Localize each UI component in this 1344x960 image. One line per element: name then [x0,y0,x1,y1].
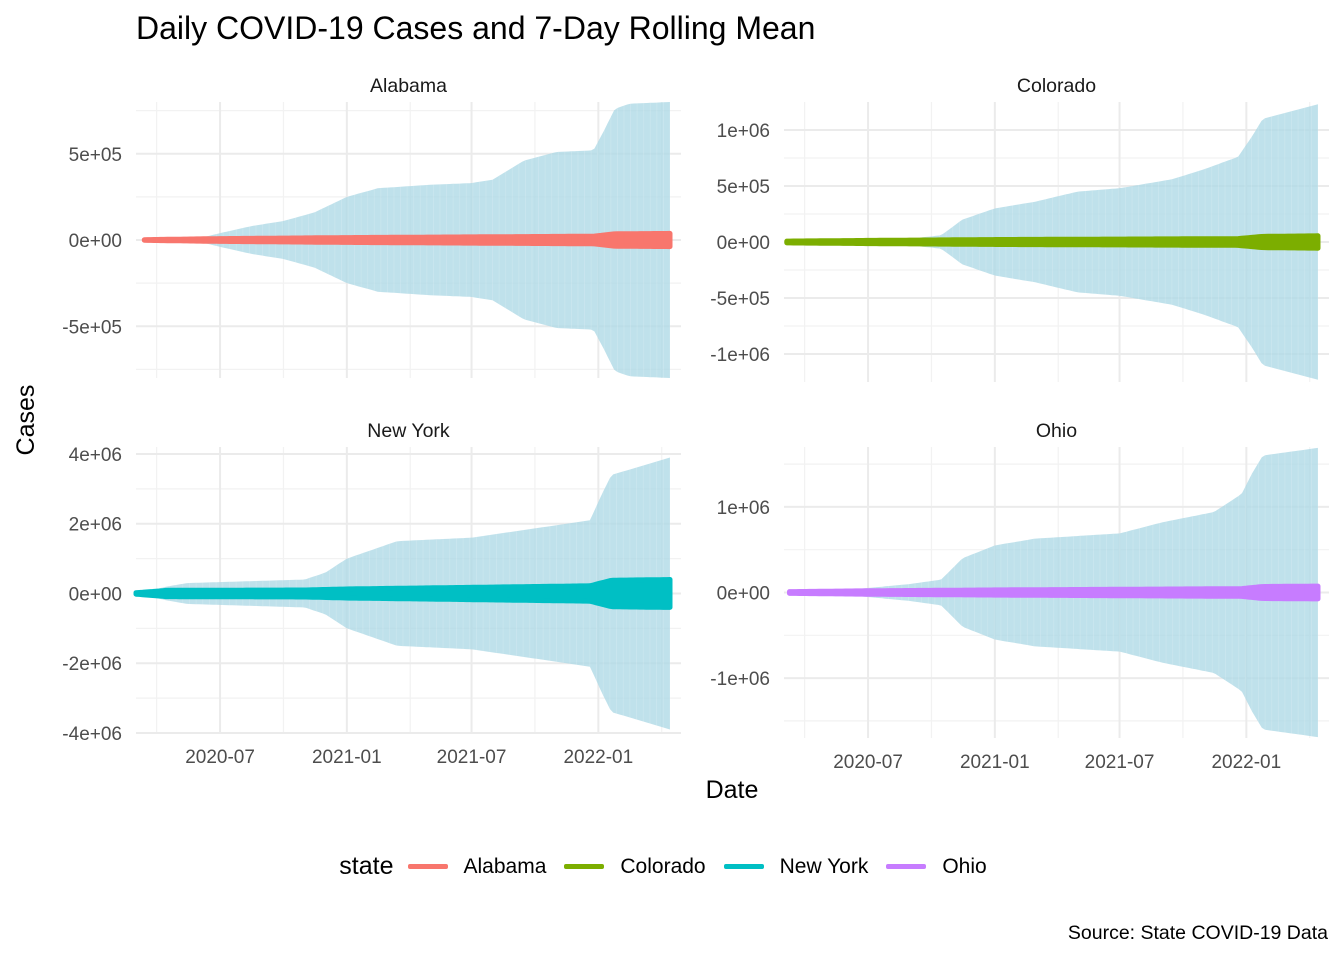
new-york-strip-label: New York [367,420,450,442]
source-caption: Source: State COVID-19 Data [1067,922,1328,944]
legend-item-colorado: Colorado [564,854,706,879]
new-york-xtick-label: 2020-07 [185,747,255,768]
ohio-series-line [787,583,1321,602]
chart-title: Daily COVID-19 Cases and 7-Day Rolling M… [136,10,816,46]
ohio-xtick-label: 2021-07 [1085,752,1155,773]
new-york-ytick-label: -4e+06 [62,724,122,745]
y-axis-title: Cases [12,385,40,456]
legend-label-colorado: Colorado [620,854,706,878]
legend-label-new-york: New York [779,854,869,878]
new-york-ytick-label: 4e+06 [69,445,122,466]
legend-item-alabama: Alabama [407,854,547,879]
legend: state Alabama Colorado New York Ohio [0,852,1344,881]
ohio-xtick-label: 2021-01 [960,752,1030,773]
colorado-ytick-label: -5e+05 [710,289,770,310]
colorado-series-line [784,233,1321,251]
alabama-series-line [141,230,673,250]
legend-key-new-york [723,864,764,869]
legend-title: state [339,852,394,880]
new-york-xtick-label: 2022-01 [563,747,633,768]
new-york-ytick-label: 0e+00 [69,584,122,605]
new-york-ytick-label: 2e+06 [69,515,122,536]
colorado-ytick-label: 5e+05 [717,177,770,198]
legend-item-new-york: New York [723,854,869,879]
ohio-ytick-label: 1e+06 [717,498,770,519]
ohio-ytick-label: 0e+00 [717,584,770,605]
ohio-ytick-label: -1e+06 [710,669,770,690]
legend-label-alabama: Alabama [463,854,547,878]
legend-key-alabama [407,864,448,869]
legend-label-ohio: Ohio [942,854,987,878]
alabama-ytick-label: 0e+00 [69,231,122,252]
colorado-ytick-label: 0e+00 [717,233,770,254]
legend-item-ohio: Ohio [886,854,987,879]
new-york-series-line [133,577,673,610]
colorado-ytick-label: -1e+06 [710,345,770,366]
ohio-strip-label: Ohio [1036,420,1077,442]
ohio-xtick-label: 2020-07 [833,752,903,773]
ohio-xtick-label: 2022-01 [1211,752,1281,773]
colorado-strip-label: Colorado [1017,75,1096,97]
alabama-ytick-label: -5e+05 [62,317,122,338]
new-york-xtick-label: 2021-07 [437,747,507,768]
legend-key-ohio [886,864,927,869]
new-york-xtick-label: 2021-01 [312,747,382,768]
new-york-ytick-label: -2e+06 [62,654,122,675]
alabama-strip-label: Alabama [370,75,447,97]
x-axis-title: Date [706,776,759,804]
legend-key-colorado [564,864,605,869]
alabama-ytick-label: 5e+05 [69,145,122,166]
colorado-ytick-label: 1e+06 [717,121,770,142]
